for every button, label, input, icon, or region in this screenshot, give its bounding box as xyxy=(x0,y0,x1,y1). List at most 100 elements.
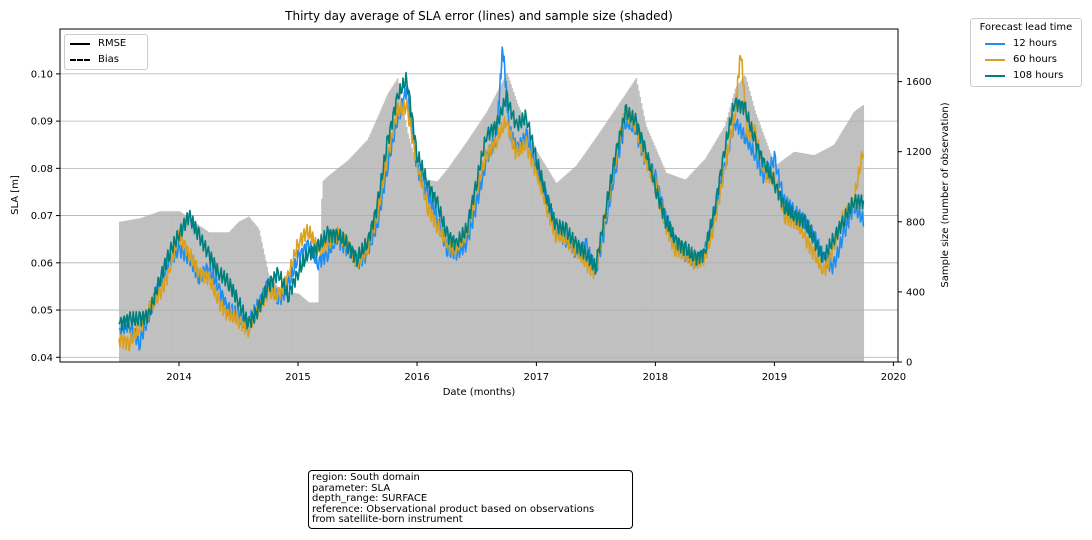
sample-size-bar xyxy=(643,115,645,363)
sample-size-bar xyxy=(179,211,181,362)
sample-size-bar xyxy=(319,233,322,362)
sample-size-bar xyxy=(460,149,463,362)
sample-size-bar xyxy=(149,214,151,362)
sample-size-bar xyxy=(150,214,152,362)
sample-size-bar xyxy=(203,229,206,362)
sample-size-bar xyxy=(432,180,434,362)
sample-size-bar xyxy=(126,220,129,362)
sample-size-bar xyxy=(274,282,276,362)
sample-size-bar xyxy=(147,215,150,362)
y-tick-label: 0.09 xyxy=(31,117,53,128)
sample-size-bar xyxy=(446,169,448,362)
sample-size-bar xyxy=(125,220,128,362)
sample-size-bar xyxy=(555,182,558,362)
sample-size-bar xyxy=(229,230,232,362)
sample-size-bar xyxy=(207,231,210,362)
sample-size-bar xyxy=(861,106,863,362)
sample-size-bar xyxy=(507,76,510,362)
sample-size-bar xyxy=(713,143,716,362)
sample-size-bar xyxy=(833,144,836,362)
sample-size-bar xyxy=(382,104,385,362)
sample-size-bar xyxy=(732,98,734,362)
sample-size-bar xyxy=(778,162,781,362)
sample-size-bar xyxy=(765,142,768,362)
sample-size-bar xyxy=(849,118,852,362)
sample-size-bar xyxy=(344,162,347,362)
sample-size-bar xyxy=(666,173,669,362)
sample-size-bar xyxy=(735,86,738,362)
sample-size-bar xyxy=(428,179,430,362)
sample-size-bar xyxy=(201,227,203,362)
sample-size-bar xyxy=(682,178,685,362)
sample-size-bar xyxy=(708,152,711,362)
sample-size-bar xyxy=(718,134,721,362)
sample-size-bar xyxy=(855,109,858,363)
sample-size-bar xyxy=(190,219,193,362)
sample-size-bar xyxy=(408,138,411,362)
legend-item: 108 hours xyxy=(971,68,1081,84)
y2-tick-label: 800 xyxy=(906,217,925,228)
sample-size-bar xyxy=(859,106,862,363)
sample-size-bar xyxy=(257,227,259,362)
sample-size-bar xyxy=(566,173,568,362)
sample-size-bar xyxy=(185,215,188,362)
sample-size-bar xyxy=(473,130,476,362)
sample-size-bar xyxy=(842,129,845,362)
sample-size-bar xyxy=(499,85,502,363)
sample-size-bar xyxy=(232,227,235,362)
sample-size-bar xyxy=(741,79,743,363)
sample-size-bar xyxy=(724,125,726,362)
sample-size-bar xyxy=(558,180,561,362)
sample-size-bar xyxy=(618,103,621,362)
sample-size-bar xyxy=(492,100,494,362)
sample-size-bar xyxy=(421,173,424,362)
sample-size-bar xyxy=(488,108,490,363)
sample-size-bar xyxy=(623,95,626,362)
sample-size-bar xyxy=(604,124,606,362)
sample-size-bar xyxy=(302,297,305,362)
sample-size-bar xyxy=(402,105,404,363)
sample-size-bar xyxy=(173,211,176,362)
sample-size-bar xyxy=(845,124,848,362)
style-legend: RMSE Bias xyxy=(64,34,148,70)
series-line xyxy=(118,71,865,332)
sample-size-bar xyxy=(653,145,656,362)
sample-size-bar xyxy=(188,217,190,362)
legend-item-rmse: RMSE xyxy=(70,36,142,52)
sample-size-bar xyxy=(407,133,409,362)
sample-size-bar xyxy=(142,217,145,362)
sample-size-bar xyxy=(389,90,391,362)
y-axis-left: 0.04 0.05 0.06 0.07 0.08 0.09 0.10 xyxy=(31,69,60,364)
sample-size-bar xyxy=(767,146,769,362)
sample-size-bar xyxy=(728,112,730,362)
sample-size-bar xyxy=(326,177,328,362)
sample-size-bar xyxy=(784,158,786,362)
sample-size-bar xyxy=(592,141,595,362)
sample-size-bar xyxy=(345,161,348,362)
sample-size-bar xyxy=(709,149,712,362)
sample-size-bar xyxy=(848,120,850,362)
sample-size-bar xyxy=(683,179,686,362)
lead-time-legend: Forecast lead time 12 hours 60 hours 108 h… xyxy=(970,18,1082,87)
sample-size-bar xyxy=(412,152,415,362)
sample-size-bar xyxy=(497,90,499,362)
sample-size-bar xyxy=(832,145,835,362)
sample-size-bar xyxy=(759,124,762,362)
sample-size-bar xyxy=(310,302,313,362)
info-line: depth_range: SURFACE xyxy=(312,493,428,504)
sample-size-bar xyxy=(655,148,657,362)
sample-size-bar xyxy=(758,121,760,362)
sample-size-bar xyxy=(780,161,782,362)
sample-size-bar xyxy=(563,176,566,362)
sample-size-bar xyxy=(751,100,754,362)
sample-size-bar xyxy=(289,292,292,362)
sample-size-bar xyxy=(405,126,408,362)
sample-size-bar xyxy=(169,211,172,362)
sample-size-bar xyxy=(282,289,284,362)
sample-size-bar xyxy=(386,95,388,363)
sample-size-bar xyxy=(395,80,398,363)
sample-size-bar xyxy=(772,160,775,362)
sample-size-bar xyxy=(705,156,708,362)
sample-size-bar xyxy=(299,294,301,362)
sample-size-bar xyxy=(617,105,619,363)
